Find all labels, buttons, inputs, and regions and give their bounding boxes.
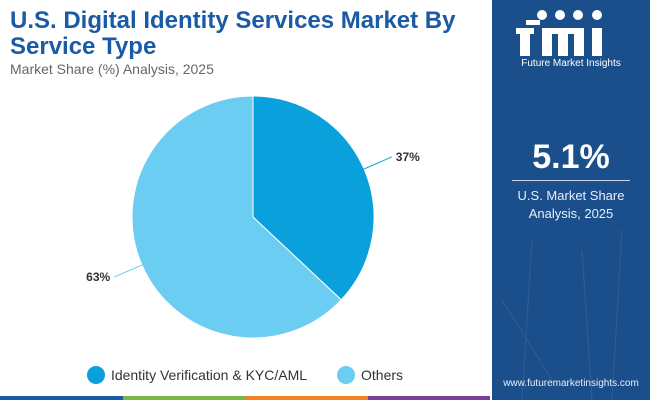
market-share-label: U.S. Market Share Analysis, 2025 bbox=[492, 187, 650, 223]
legend-swatch-identity-verification bbox=[86, 366, 105, 384]
bottom-bar-segment bbox=[367, 396, 490, 400]
pie-label-1: 63% bbox=[86, 270, 110, 284]
pie-label-0: 37% bbox=[396, 150, 420, 164]
leader-line-0 bbox=[354, 156, 393, 174]
market-share-label-line1: U.S. Market Share bbox=[517, 188, 625, 203]
bottom-bar-segment bbox=[245, 396, 368, 400]
market-share-label-line2: Analysis, 2025 bbox=[528, 206, 614, 221]
leader-line-1 bbox=[113, 260, 152, 278]
website-link[interactable]: www.futuremarketinsights.com bbox=[503, 378, 639, 389]
legend: Identity Verification & KYC/AML Others bbox=[0, 366, 490, 384]
divider bbox=[512, 180, 630, 181]
bottom-color-bar bbox=[0, 396, 490, 400]
fmi-logo-icon bbox=[516, 10, 602, 56]
legend-label-identity-verification: Identity Verification & KYC/AML bbox=[110, 367, 308, 383]
legend-swatch-others bbox=[337, 366, 356, 384]
market-share-value: 5.1% bbox=[532, 138, 610, 176]
chart-title: U.S. Digital Identity Services Market By… bbox=[10, 7, 456, 60]
legend-label-others: Others bbox=[361, 367, 404, 383]
legend-item-others: Others bbox=[337, 366, 403, 384]
bottom-bar-segment bbox=[0, 396, 123, 400]
bottom-bar-segment bbox=[122, 396, 245, 400]
chart-subtitle: Market Share (%) Analysis, 2025 bbox=[10, 61, 214, 77]
legend-item-identity-verification: Identity Verification & KYC/AML bbox=[86, 366, 308, 384]
logo-text: Future Market Insights bbox=[521, 58, 621, 69]
sidebar-panel: Future Market Insights 5.1% U.S. Market … bbox=[492, 0, 650, 400]
pie-chart: 37% 63% bbox=[86, 95, 420, 339]
background-lines-decoration bbox=[501, 229, 623, 400]
